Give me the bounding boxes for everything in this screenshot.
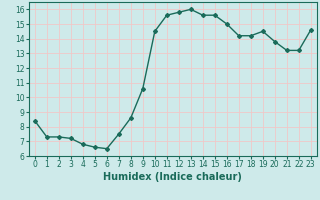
X-axis label: Humidex (Indice chaleur): Humidex (Indice chaleur) <box>103 172 242 182</box>
